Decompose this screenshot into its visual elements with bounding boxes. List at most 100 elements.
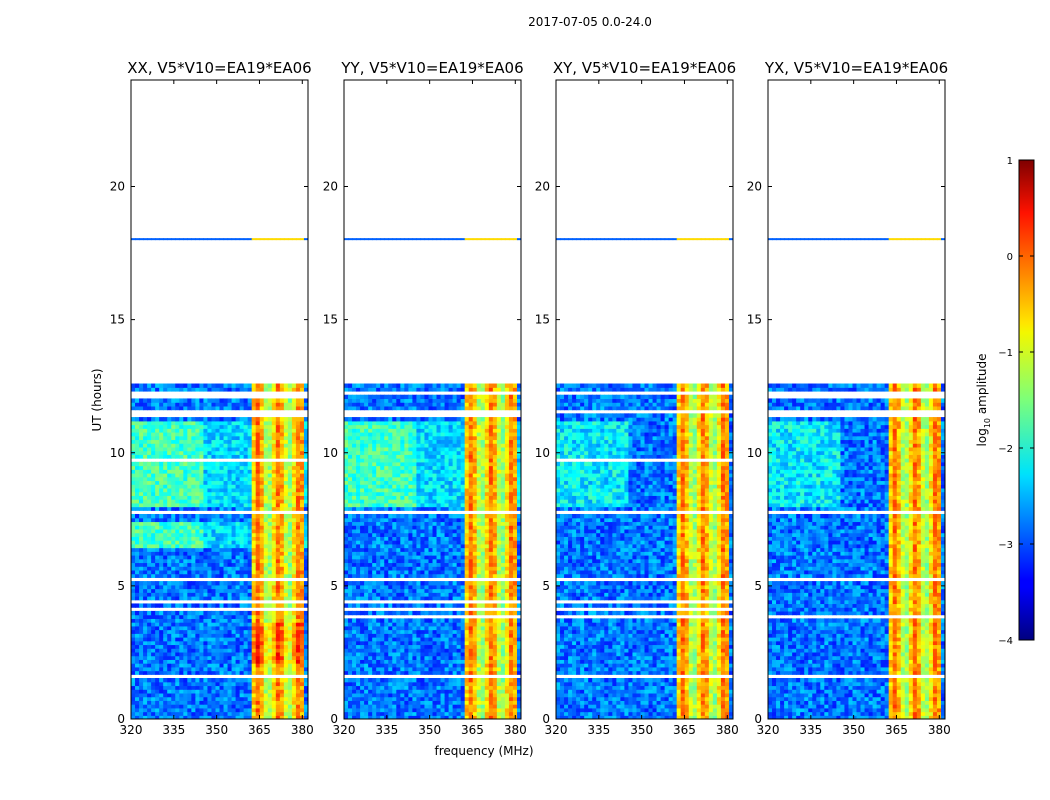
heat-cell [500,659,506,664]
heat-cell [131,417,136,422]
heat-cell [376,592,381,597]
heat-cell [508,603,514,608]
heat-cell [235,398,241,403]
heat-cell [243,678,249,683]
heat-cell [179,655,184,660]
heat-cell [259,238,265,241]
heat-cell [143,689,148,694]
heat-cell [207,472,213,478]
heat-cell [199,547,205,552]
heat-cell [287,681,293,687]
heat-cell [432,640,438,646]
heat-cell [167,495,172,500]
heat-cell [163,513,168,519]
heat-cell [408,692,413,698]
heat-cell [452,670,458,675]
heat-cell [299,513,305,519]
heat-cell [267,692,273,698]
heat-cell [231,491,237,496]
heat-cell [360,637,365,642]
heat-cell [251,648,257,653]
heat-cell [360,633,365,638]
heat-cell [291,417,297,422]
heat-cell [504,692,510,698]
heat-cell [199,420,205,426]
heat-cell [219,648,225,653]
heat-cell [171,618,176,623]
heat-cell [167,554,172,560]
heat-cell [263,558,269,564]
heat-cell [211,513,217,519]
heat-cell [295,644,301,649]
heat-cell [187,625,192,631]
heat-cell [259,566,265,571]
heat-cell [191,678,196,683]
heat-cell [275,543,281,549]
heat-cell [151,554,156,560]
heat-cell [195,480,200,485]
heat-cell [147,603,152,608]
heat-cell [436,592,442,597]
heat-cell [159,521,164,526]
heat-cell [275,491,281,496]
heat-cell [183,543,188,549]
heat-cell [420,689,426,694]
heat-cell [303,622,308,627]
heat-cell [191,480,196,485]
heat-cell [380,659,385,664]
heat-cell [155,472,160,478]
heat-cell [239,443,245,448]
heat-cell [203,711,209,716]
heat-cell [135,696,140,701]
heat-cell [299,461,305,467]
heat-cell [211,543,217,549]
heat-cell [179,420,184,426]
heat-cell [440,622,446,627]
heat-cell [147,517,152,523]
heat-cell [448,648,454,653]
heat-cell [348,663,353,668]
heat-cell [247,387,253,392]
heat-cell [400,685,405,690]
heat-cell [203,431,209,437]
heat-cell [227,439,233,444]
heat-cell [291,499,297,504]
heat-cell [207,383,213,388]
heat-cell [243,484,249,489]
heat-cell [496,696,502,701]
heat-cell [159,629,164,634]
heat-cell [159,610,164,616]
heat-cell [239,525,245,530]
heat-cell [275,454,281,459]
heat-cell [151,603,156,608]
heat-cell [348,595,353,601]
heat-cell [171,678,176,683]
heat-cell [452,689,458,694]
heat-cell [408,637,413,642]
heat-cell [283,428,289,433]
heat-cell [259,651,265,657]
heat-cell [287,495,293,500]
heat-cell [219,588,225,593]
heat-cell [231,443,237,448]
heat-cell [496,707,502,713]
heat-cell [356,629,361,634]
heat-cell [480,603,486,608]
heat-cell [468,648,474,653]
heat-cell [231,558,237,564]
heat-cell [388,678,393,683]
heat-cell [303,554,308,560]
heat-cell [131,513,136,519]
heat-cell [179,446,184,452]
heat-cell [267,689,273,694]
heat-cell [279,689,285,694]
heat-cell [263,692,269,698]
heat-cell [480,692,486,698]
heat-cell [183,637,188,642]
heat-cell [428,666,434,672]
heat-cell [263,495,269,500]
heat-cell [384,700,389,705]
heat-cell [163,443,168,448]
heat-cell [239,465,245,470]
heat-cell [207,499,213,504]
